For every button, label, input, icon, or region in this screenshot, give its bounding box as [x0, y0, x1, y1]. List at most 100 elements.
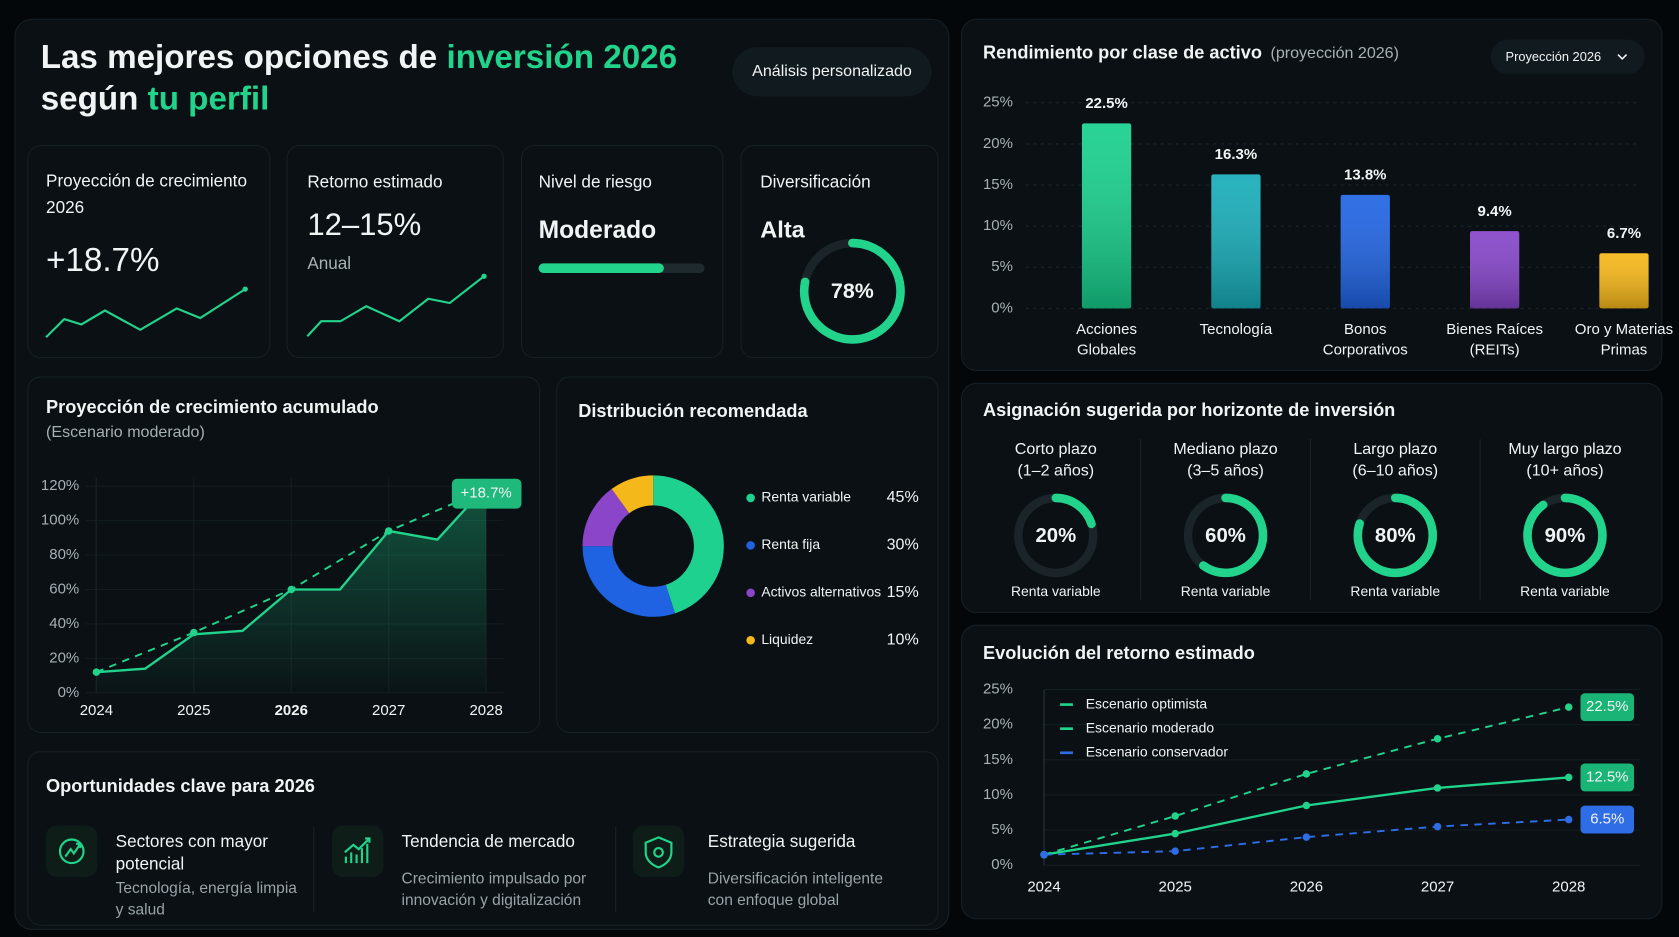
- legend-value: 10%: [887, 630, 919, 648]
- chart-subtitle: (proyección 2026): [1271, 44, 1399, 62]
- kpi-card: [27, 145, 271, 359]
- sparkline-dot: [242, 286, 248, 292]
- category-label: Corto plazo: [1015, 440, 1097, 458]
- risk-fill: [538, 263, 664, 274]
- x-tick-label-box: Acciones Globales: [1076, 320, 1137, 358]
- kpi-label: Nivel de riesgo: [539, 172, 652, 192]
- x-tick-label: Acciones Globales: [1076, 320, 1137, 358]
- y-tick-label: 120%: [41, 477, 79, 494]
- donut-slice: [582, 545, 676, 617]
- content: Las mejores opciones de inversión 2026 s…: [14, 18, 1673, 930]
- point: [1564, 703, 1573, 711]
- chart-panel: [556, 376, 939, 733]
- kpi-card: [740, 145, 939, 359]
- annotation-badge: [451, 478, 522, 509]
- end-label: 6.5%: [1590, 811, 1624, 828]
- gauge-arc: [1523, 493, 1607, 578]
- point: [384, 527, 393, 535]
- gauge-caption: Renta variable: [1181, 583, 1271, 599]
- x-tick-label: 2028: [1552, 879, 1585, 896]
- opportunity-text: Diversificación inteligente con enfoque …: [707, 870, 883, 910]
- kpi-value: +18.7%: [46, 242, 159, 279]
- y-tick-label: 25%: [983, 681, 1013, 698]
- gauge-caption: Renta variable: [1350, 583, 1440, 599]
- end-label: 22.5%: [1586, 698, 1629, 715]
- x-tick-label: 2028: [469, 702, 502, 719]
- value-label: 22.5%: [1085, 95, 1128, 112]
- x-tick-label-box: Tecnología: [1200, 320, 1273, 337]
- legend-dot: [746, 635, 755, 645]
- y-tick-label: 0%: [58, 684, 80, 701]
- chart-panel: [961, 382, 1663, 614]
- y-tick-label: 0%: [991, 856, 1013, 873]
- legend-label: Escenario conservador: [1086, 743, 1229, 759]
- x-tick-label-box: Bonos Corporativos: [1323, 320, 1408, 357]
- opportunity-title: Tendencia de mercado: [401, 833, 575, 852]
- legend-label: Renta fija: [761, 536, 820, 552]
- legend-dot: [746, 493, 755, 503]
- page-title: Las mejores opciones de inversión 2026: [41, 39, 677, 76]
- title-highlight: tu perfil: [148, 80, 270, 117]
- value-label: 13.8%: [1344, 167, 1387, 184]
- annotation: +18.7%: [461, 485, 512, 502]
- button[interactable]: [732, 47, 932, 97]
- legend-label: Liquidez: [761, 631, 813, 647]
- legend-dot: [746, 588, 755, 598]
- chart-title: Rendimiento por clase de activo: [983, 42, 1262, 62]
- button-label[interactable]: Análisis personalizado: [752, 62, 912, 80]
- x-tick-label: Bienes Raíces (REITs): [1446, 320, 1543, 358]
- icon: [331, 825, 384, 877]
- chart-title: Distribución recomendada: [578, 401, 808, 421]
- point: [1302, 801, 1311, 810]
- kpi-note: Anual: [307, 253, 351, 273]
- point: [190, 628, 198, 637]
- point: [1433, 735, 1442, 743]
- page-title: según tu perfil: [41, 80, 270, 117]
- gauge-caption: Renta variable: [1520, 583, 1610, 599]
- bar-shade: [1469, 231, 1520, 309]
- gauge-label: 20%: [1035, 525, 1076, 547]
- icon: [632, 825, 685, 877]
- point: [92, 668, 101, 676]
- kpi-value: 12–15%: [307, 207, 421, 242]
- point: [1171, 847, 1179, 855]
- chart-title: Asignación sugerida por horizonte de inv…: [983, 400, 1395, 420]
- donut-slice: [582, 488, 630, 547]
- end-label-badge: [1580, 693, 1635, 722]
- x-tick-label: 2026: [275, 702, 308, 719]
- legend-label: Activos alternativos: [761, 583, 881, 599]
- x-tick-label: 2026: [1290, 879, 1323, 896]
- opportunity-text: Tecnología, energía limpia y salud: [115, 880, 297, 919]
- point: [1302, 833, 1311, 841]
- gauge-label: 90%: [1545, 525, 1586, 547]
- kpi-card: [520, 145, 724, 359]
- opportunity-box: Tendencia de mercado Crecimiento impulsad…: [401, 833, 587, 909]
- kpi-value: Moderado: [539, 217, 657, 244]
- period-label: (6–10 años): [1352, 461, 1438, 479]
- legend-value: 30%: [887, 536, 919, 554]
- kpi-label: Proyección de crecimiento 2026: [46, 172, 247, 218]
- value-label: 6.7%: [1607, 225, 1641, 242]
- category-label: Largo plazo: [1353, 440, 1437, 458]
- gauge-arc: [799, 238, 905, 344]
- bar-shade: [1211, 174, 1261, 309]
- x-tick-label: 2024: [1027, 879, 1060, 896]
- category-label: Mediano plazo: [1173, 440, 1277, 458]
- dropdown-label[interactable]: Proyección 2026: [1506, 49, 1602, 64]
- end-label-badge: [1580, 805, 1635, 834]
- gauge-arc: [1183, 493, 1268, 578]
- x-tick-label: 2025: [1159, 879, 1192, 896]
- y-tick-label: 10%: [983, 217, 1013, 234]
- point: [1040, 850, 1048, 859]
- x-tick-label-box: Bienes Raíces (REITs): [1446, 320, 1543, 358]
- point: [287, 585, 296, 594]
- chart-title: Evolución del retorno estimado: [983, 643, 1255, 663]
- gauge-label: 78%: [831, 279, 874, 303]
- y-tick-label: 15%: [983, 176, 1013, 193]
- sparkline: [45, 288, 246, 339]
- y-tick-label: 10%: [983, 786, 1013, 803]
- dropdown[interactable]: [1490, 39, 1645, 74]
- x-tick-label: 2025: [177, 702, 210, 719]
